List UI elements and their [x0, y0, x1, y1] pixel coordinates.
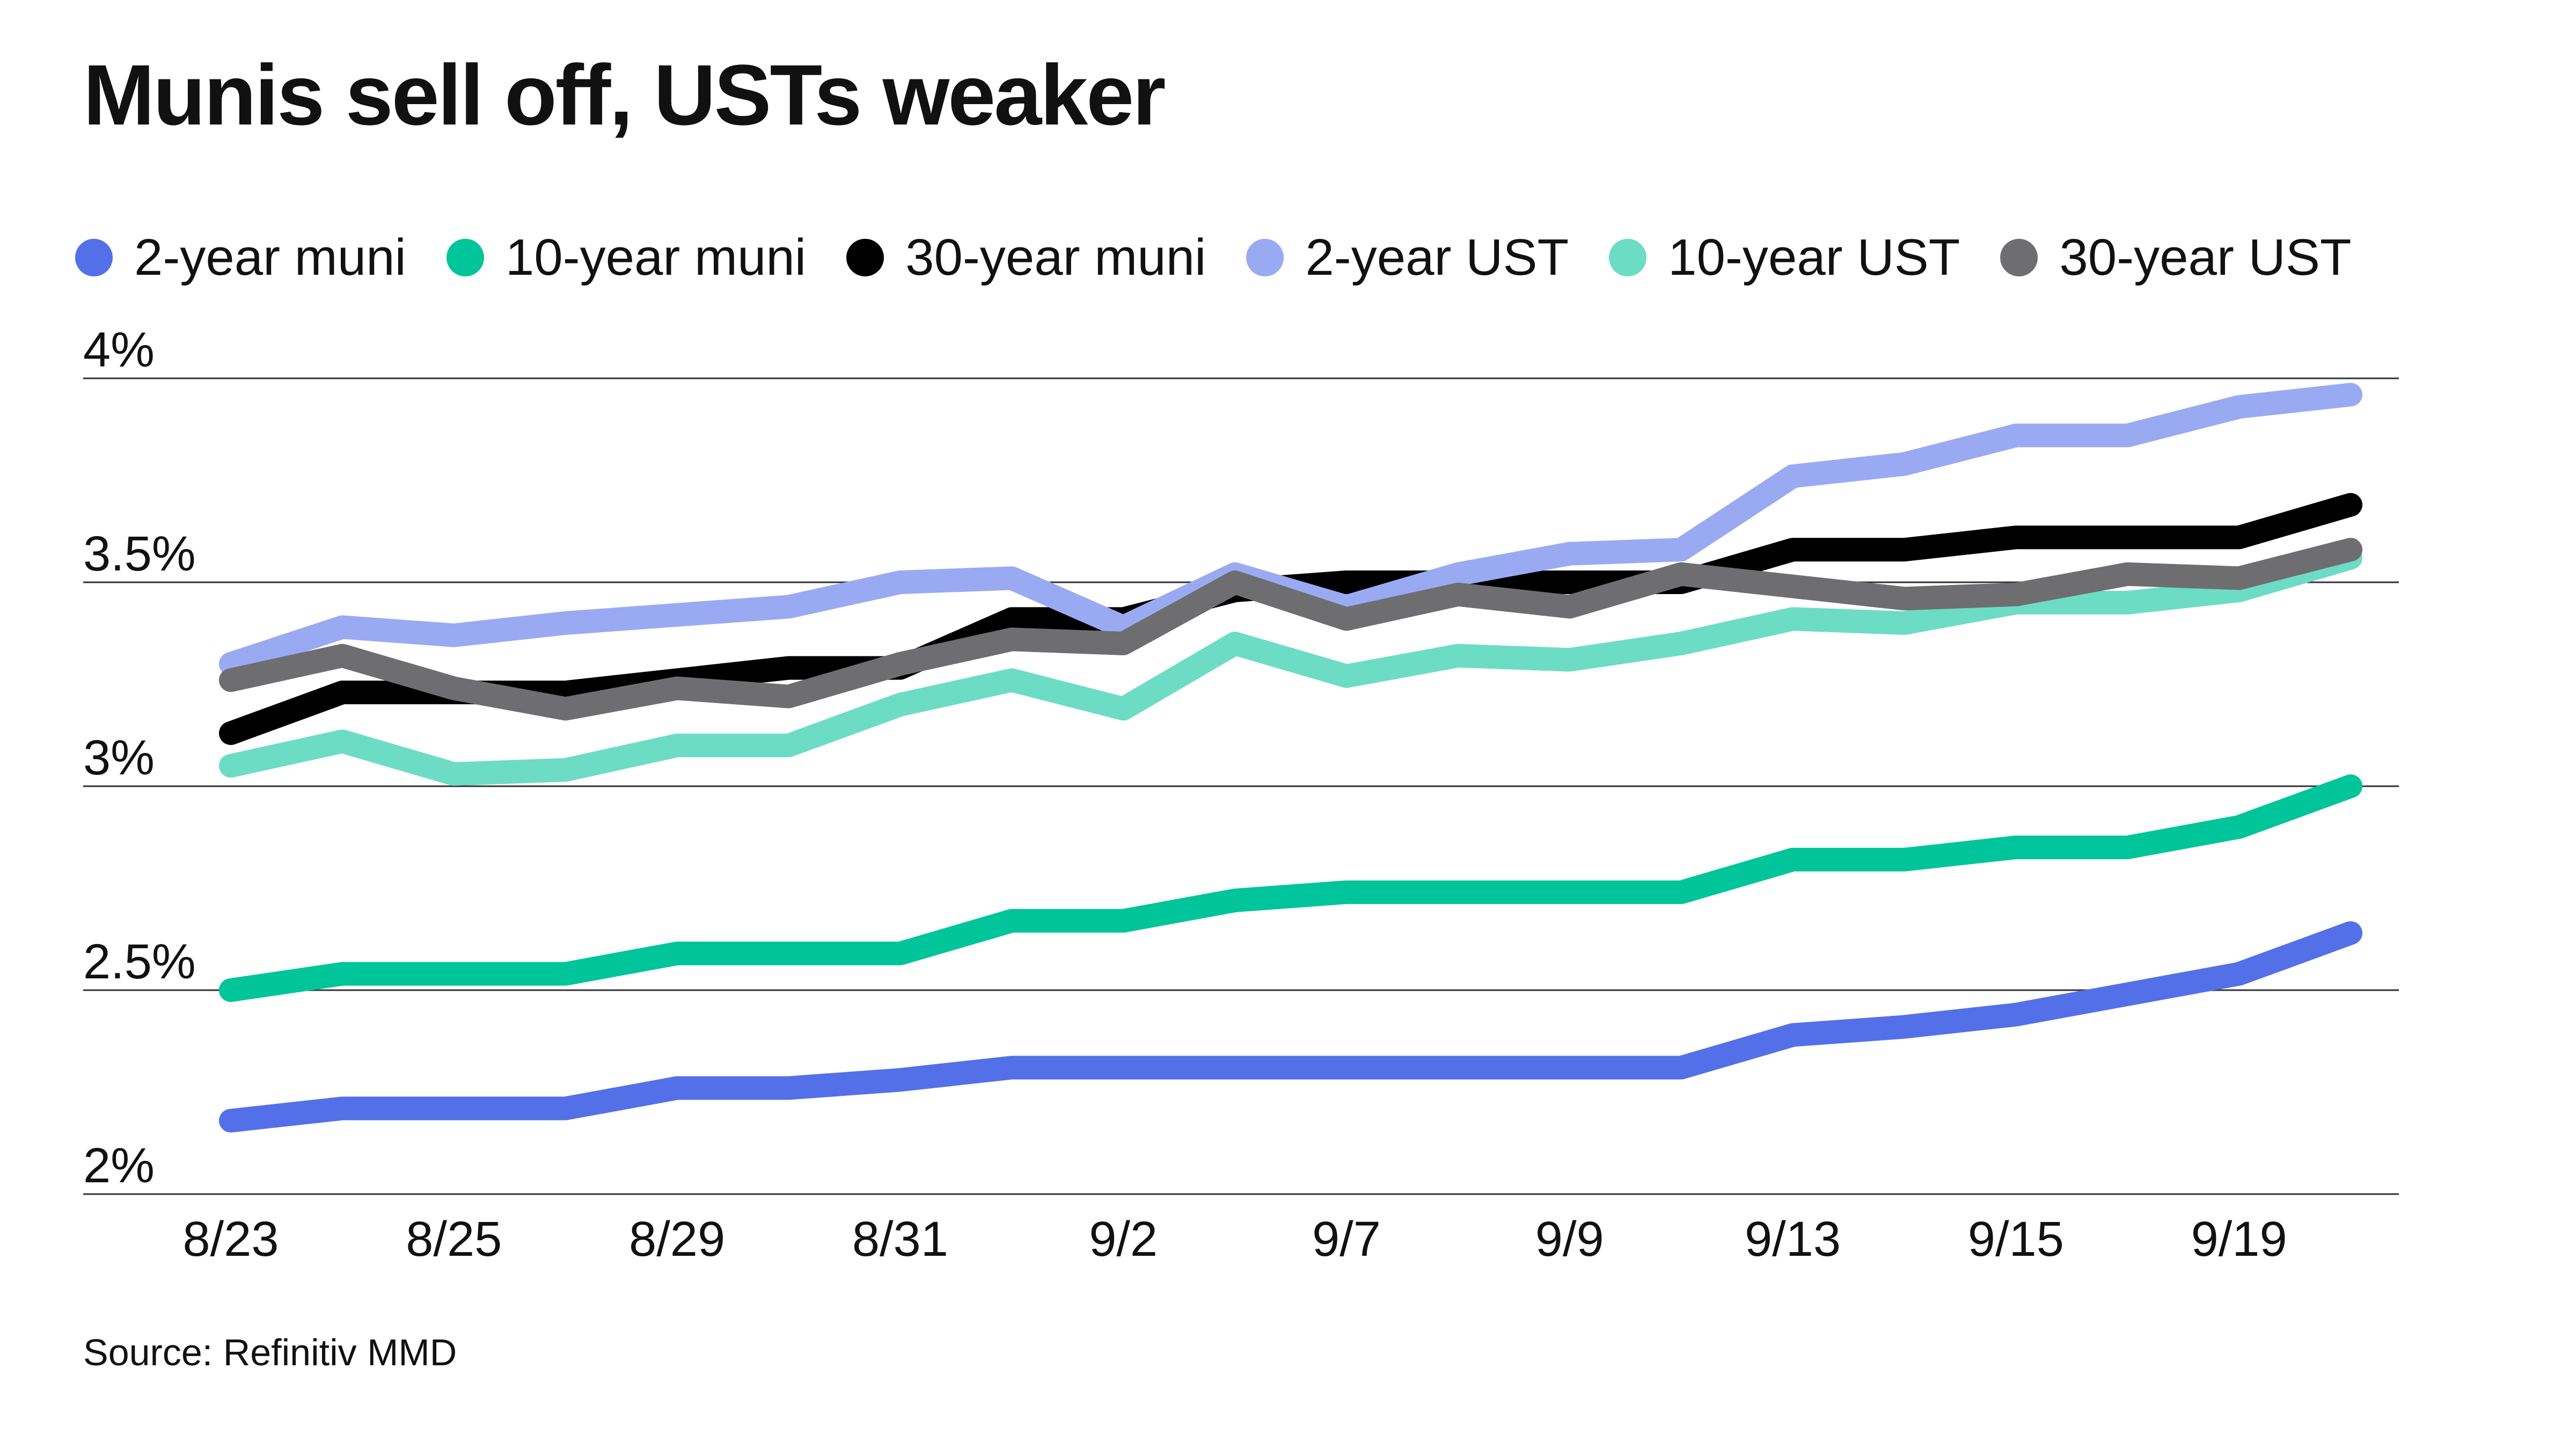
x-tick-label: 9/9: [1535, 1212, 1604, 1267]
legend-label: 10-year muni: [505, 229, 807, 286]
legend-swatch: [1246, 239, 1284, 276]
legend-swatch: [1609, 239, 1647, 276]
x-tick-label: 9/13: [1745, 1212, 1841, 1267]
legend-item-2-year-muni: 2-year muni: [75, 228, 406, 287]
legend-item-2-year-ust: 2-year UST: [1246, 228, 1569, 287]
series-line: [219, 774, 2362, 1002]
legend-swatch: [846, 239, 884, 276]
legend-item-30-year-ust: 30-year UST: [2000, 228, 2351, 287]
legend-swatch: [75, 239, 113, 276]
y-axis-labels: 2% 2.5% 3% 3.5% 4%: [83, 323, 196, 1193]
legend-swatch: [446, 239, 484, 276]
legend-item-10-year-muni: 10-year muni: [446, 228, 807, 287]
x-tick-label: 9/15: [1968, 1212, 2064, 1267]
y-tick-label: 2%: [83, 1138, 155, 1193]
y-tick-label: 3.5%: [83, 526, 196, 581]
legend-label: 30-year muni: [905, 229, 1206, 286]
x-tick-label: 9/19: [2191, 1212, 2287, 1267]
x-tick-label: 9/2: [1089, 1212, 1158, 1267]
x-tick-label: 8/29: [629, 1212, 725, 1267]
x-tick-label: 8/23: [182, 1212, 279, 1267]
y-tick-label: 3%: [83, 730, 155, 785]
legend-item-10-year-ust: 10-year UST: [1609, 228, 1960, 287]
legend-label: 2-year UST: [1305, 229, 1569, 286]
y-tick-label: 2.5%: [83, 934, 196, 989]
x-tick-label: 8/25: [406, 1212, 502, 1267]
x-axis-labels: 8/23 8/25 8/29 8/31 9/2 9/7 9/9 9/13 9/15 9/19: [182, 1212, 2287, 1267]
legend-swatch: [2000, 239, 2038, 276]
x-tick-label: 9/7: [1312, 1212, 1381, 1267]
x-tick-label: 8/31: [852, 1212, 948, 1267]
source-note: Source: Refinitiv MMD: [83, 1331, 457, 1373]
series-layer: [219, 383, 2362, 1133]
legend-item-30-year-muni: 30-year muni: [846, 228, 1206, 287]
series-line: [219, 538, 2362, 721]
legend-label: 10-year UST: [1668, 229, 1960, 286]
y-tick-label: 4%: [83, 323, 155, 377]
legend-label: 30-year UST: [2059, 229, 2352, 286]
series-line: [219, 921, 2362, 1133]
legend-label: 2-year muni: [134, 229, 406, 286]
grid-layer: [83, 377, 2399, 1195]
chart-legend: 2-year muni 10-year muni 30-year muni 2-…: [75, 225, 2351, 290]
chart-title: Munis sell off, USTs weaker: [83, 47, 1166, 143]
